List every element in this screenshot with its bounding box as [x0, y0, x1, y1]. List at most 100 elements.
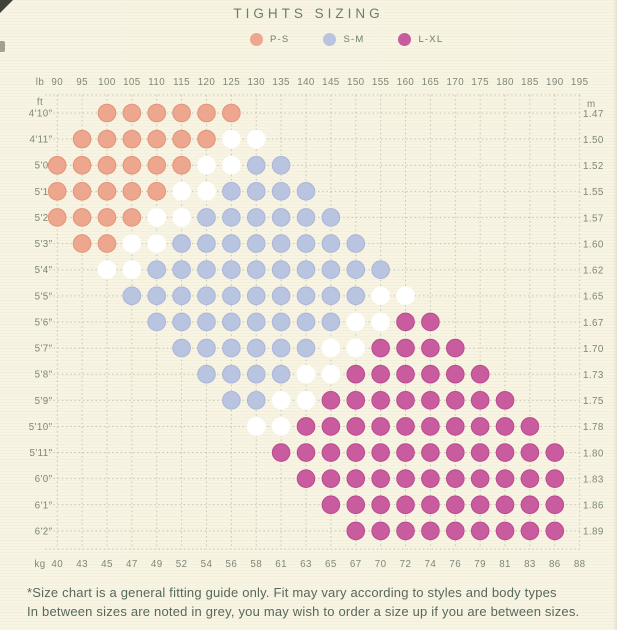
scan-artifact-corner [0, 0, 13, 13]
dot-in-between [172, 182, 191, 201]
tick-label-m: 1.62 [583, 266, 604, 277]
tick-label-kg: 70 [375, 559, 387, 570]
dot-P-S [147, 155, 167, 175]
dot-P-S [47, 155, 67, 175]
dot-S-M [271, 338, 291, 358]
tick-label-lb: 100 [98, 77, 116, 88]
dot-P-S [97, 182, 117, 201]
tick-label-kg: 40 [51, 559, 63, 570]
dot-L-XL [545, 443, 565, 462]
dot-S-M [371, 260, 390, 280]
tick-label-ft: 5'8" [35, 370, 53, 381]
dot-L-XL [445, 521, 465, 541]
tick-label-m: 1.52 [583, 161, 604, 172]
dot-L-XL [470, 443, 490, 462]
tick-label-kg: 86 [549, 559, 561, 570]
dot-L-XL [396, 312, 415, 332]
dot-L-XL [520, 443, 540, 462]
dot-L-XL [371, 495, 390, 515]
dot-P-S [197, 103, 216, 123]
footnote: *Size chart is a general fitting guide o… [27, 584, 602, 621]
dot-L-XL [445, 417, 465, 436]
dot-L-XL [396, 391, 415, 410]
dot-S-M [246, 391, 266, 410]
dot-S-M [246, 312, 266, 332]
tick-label-m: 1.80 [583, 448, 604, 459]
tick-label-kg: 45 [101, 559, 113, 570]
dot-L-XL [421, 469, 440, 488]
dot-S-M [271, 364, 291, 384]
dot-S-M [296, 182, 316, 201]
dot-in-between [346, 338, 366, 358]
chart-title: TIGHTS SIZING [233, 6, 384, 21]
dot-S-M [321, 208, 341, 227]
dot-S-M [222, 182, 241, 201]
dot-S-M [346, 286, 366, 306]
dot-S-M [222, 260, 241, 280]
dot-S-M [321, 312, 341, 332]
dot-L-XL [396, 495, 415, 515]
tick-label-lb: 140 [297, 77, 315, 88]
tick-label-ft: 5'3" [35, 239, 53, 250]
dot-S-M [172, 312, 191, 332]
tick-label-kg: 72 [400, 559, 412, 570]
dot-L-XL [371, 391, 390, 410]
dot-S-M [147, 260, 167, 280]
dot-in-between [147, 234, 167, 253]
dot-S-M [222, 338, 241, 358]
dot-L-XL [321, 469, 341, 488]
dot-L-XL [396, 469, 415, 488]
tick-label-lb: 180 [496, 77, 514, 88]
tick-label-ft: 5'2" [35, 213, 53, 224]
dot-L-XL [271, 443, 291, 462]
dot-P-S [122, 182, 142, 201]
dot-in-between [321, 338, 341, 358]
dot-S-M [172, 234, 191, 253]
tick-label-m: 1.73 [583, 370, 604, 381]
dot-in-between [197, 182, 216, 201]
axis-unit-kg: kg [34, 559, 45, 570]
dot-L-XL [445, 364, 465, 384]
dot-P-S [97, 155, 117, 175]
dot-L-XL [520, 417, 540, 436]
dot-S-M [271, 208, 291, 227]
scan-artifact-right-edge [613, 0, 617, 630]
tick-label-lb: 125 [223, 77, 241, 88]
dot-L-XL [445, 495, 465, 515]
dot-P-S [72, 234, 92, 253]
tick-label-m: 1.78 [583, 422, 604, 433]
dot-S-M [197, 286, 216, 306]
tick-label-ft: 5'0" [35, 161, 53, 172]
dot-P-S [72, 208, 92, 227]
legend-label-ps: P-S [270, 34, 290, 45]
tick-label-m: 1.47 [583, 109, 604, 120]
dot-L-XL [371, 443, 390, 462]
tick-label-lb: 170 [447, 77, 465, 88]
tick-label-lb: 105 [123, 77, 141, 88]
dot-P-S [172, 155, 191, 175]
tick-label-m: 1.67 [583, 318, 604, 329]
size-legend: P-S S-M L-XL [250, 33, 443, 46]
dot-P-S [47, 182, 67, 201]
dot-L-XL [396, 417, 415, 436]
tick-label-kg: 81 [499, 559, 511, 570]
dot-P-S [97, 234, 117, 253]
dot-L-XL [371, 521, 390, 541]
tick-label-kg: 43 [76, 559, 88, 570]
dot-L-XL [321, 417, 341, 436]
tick-label-ft: 5'10" [29, 422, 53, 433]
tick-label-lb: 160 [397, 77, 415, 88]
tick-label-ft: 5'7" [35, 344, 53, 355]
tick-label-ft: 5'6" [35, 317, 53, 328]
dot-P-S [72, 182, 92, 201]
dot-in-between [246, 417, 266, 436]
legend-label-lxl: L-XL [418, 34, 444, 45]
dot-S-M [246, 155, 266, 175]
dot-L-XL [421, 312, 440, 332]
dot-L-XL [495, 495, 515, 515]
legend-label-sm: S-M [343, 34, 365, 45]
axis-unit-lb: lb [36, 77, 45, 88]
axis-unit-ft: ft [37, 97, 43, 108]
dot-L-XL [371, 469, 390, 488]
dot-L-XL [371, 364, 390, 384]
